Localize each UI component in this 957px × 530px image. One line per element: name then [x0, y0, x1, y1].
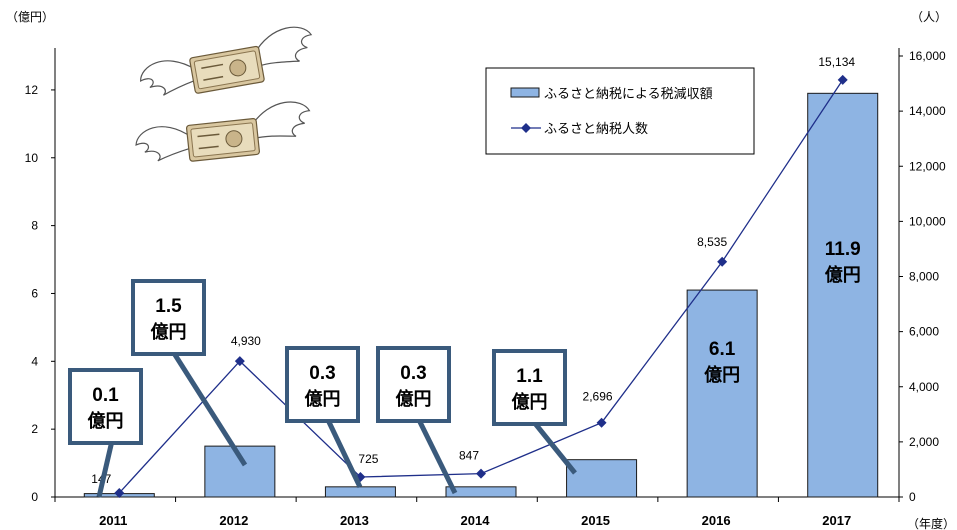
left-tick-label: 8: [31, 219, 38, 233]
line-point: [717, 256, 728, 267]
callout-pointer: [96, 442, 114, 498]
right-tick-label: 6,000: [909, 325, 939, 339]
callout-value: 0.1: [92, 385, 119, 406]
line-data-label: 2,696: [583, 390, 613, 404]
line-data-label: 4,930: [231, 334, 261, 348]
bar: [566, 459, 638, 498]
callout-value: 6.1: [709, 339, 736, 360]
callout-box: [492, 349, 567, 426]
callout-value: 0.3: [309, 363, 335, 384]
right-tick-label: 12,000: [909, 159, 946, 173]
callout-pointer: [172, 352, 248, 467]
right-tick-label: 10,000: [909, 214, 946, 228]
line-point: [837, 74, 848, 85]
left-tick-label: 2: [31, 422, 38, 436]
left-tick-label: 10: [25, 151, 39, 165]
callout-box: [285, 346, 360, 423]
callout-unit: 億円: [151, 321, 187, 342]
right-tick-label: 4,000: [909, 380, 939, 394]
line-data-label: 725: [358, 452, 378, 466]
bar: [445, 486, 517, 498]
callout-box: [376, 346, 451, 423]
right-tick-label: 0: [909, 490, 916, 504]
left-tick-label: 6: [31, 286, 38, 300]
right-tick-label: 16,000: [909, 49, 946, 63]
callout-unit: 億円: [825, 264, 861, 285]
x-tick-label: 2015: [581, 513, 610, 528]
callout-pointer: [533, 422, 577, 475]
line-data-label: 15,134: [818, 55, 855, 69]
legend-bar-swatch: [510, 87, 540, 98]
callout-value: 0.3: [400, 363, 426, 384]
x-axis-unit: （年度）: [907, 516, 955, 530]
callout-box: [131, 279, 206, 356]
x-tick-label: 2017: [822, 513, 851, 528]
line-point: [114, 487, 125, 498]
legend-box: [485, 67, 755, 155]
callout-value: 1.1: [516, 366, 543, 387]
line-point: [476, 468, 486, 479]
bar: [807, 92, 879, 498]
line-data-label: 8,535: [697, 235, 727, 249]
legend-bar-label: ふるさと納税による税減収額: [544, 86, 713, 101]
left-tick-label: 0: [31, 490, 38, 504]
callout-unit: 億円: [704, 364, 740, 385]
callout-pointer: [417, 419, 458, 495]
right-tick-label: 14,000: [909, 104, 946, 118]
callout-unit: 億円: [396, 388, 432, 409]
x-tick-label: 2014: [461, 513, 491, 528]
callout-pointer: [326, 419, 363, 489]
x-tick-label: 2016: [702, 513, 731, 528]
line-point: [234, 356, 245, 367]
callout-unit: 億円: [305, 388, 341, 409]
callout-unit: 億円: [512, 391, 548, 412]
bar: [686, 289, 758, 498]
line-point: [596, 417, 607, 428]
left-axis-unit: （億円）: [6, 10, 55, 24]
left-tick-label: 4: [31, 354, 38, 368]
x-tick-label: 2013: [340, 513, 369, 528]
x-tick-label: 2011: [99, 513, 127, 528]
line-data-label: 847: [459, 449, 479, 463]
flying-money-icon: [135, 101, 311, 162]
x-tick-label: 2012: [219, 513, 248, 528]
legend-line-label: ふるさと納税人数: [544, 121, 648, 136]
callout-box: [68, 368, 143, 445]
left-tick-label: 12: [25, 83, 39, 97]
right-tick-label: 8,000: [909, 270, 939, 284]
flying-money-icon: [140, 26, 313, 96]
legend-line-marker: [521, 123, 531, 133]
callout-value: 11.9: [825, 239, 861, 260]
right-axis-unit: （人）: [911, 10, 948, 24]
bar: [324, 486, 396, 498]
callout-unit: 億円: [88, 410, 124, 431]
callout-value: 1.5: [155, 296, 182, 317]
right-tick-label: 2,000: [909, 435, 939, 449]
